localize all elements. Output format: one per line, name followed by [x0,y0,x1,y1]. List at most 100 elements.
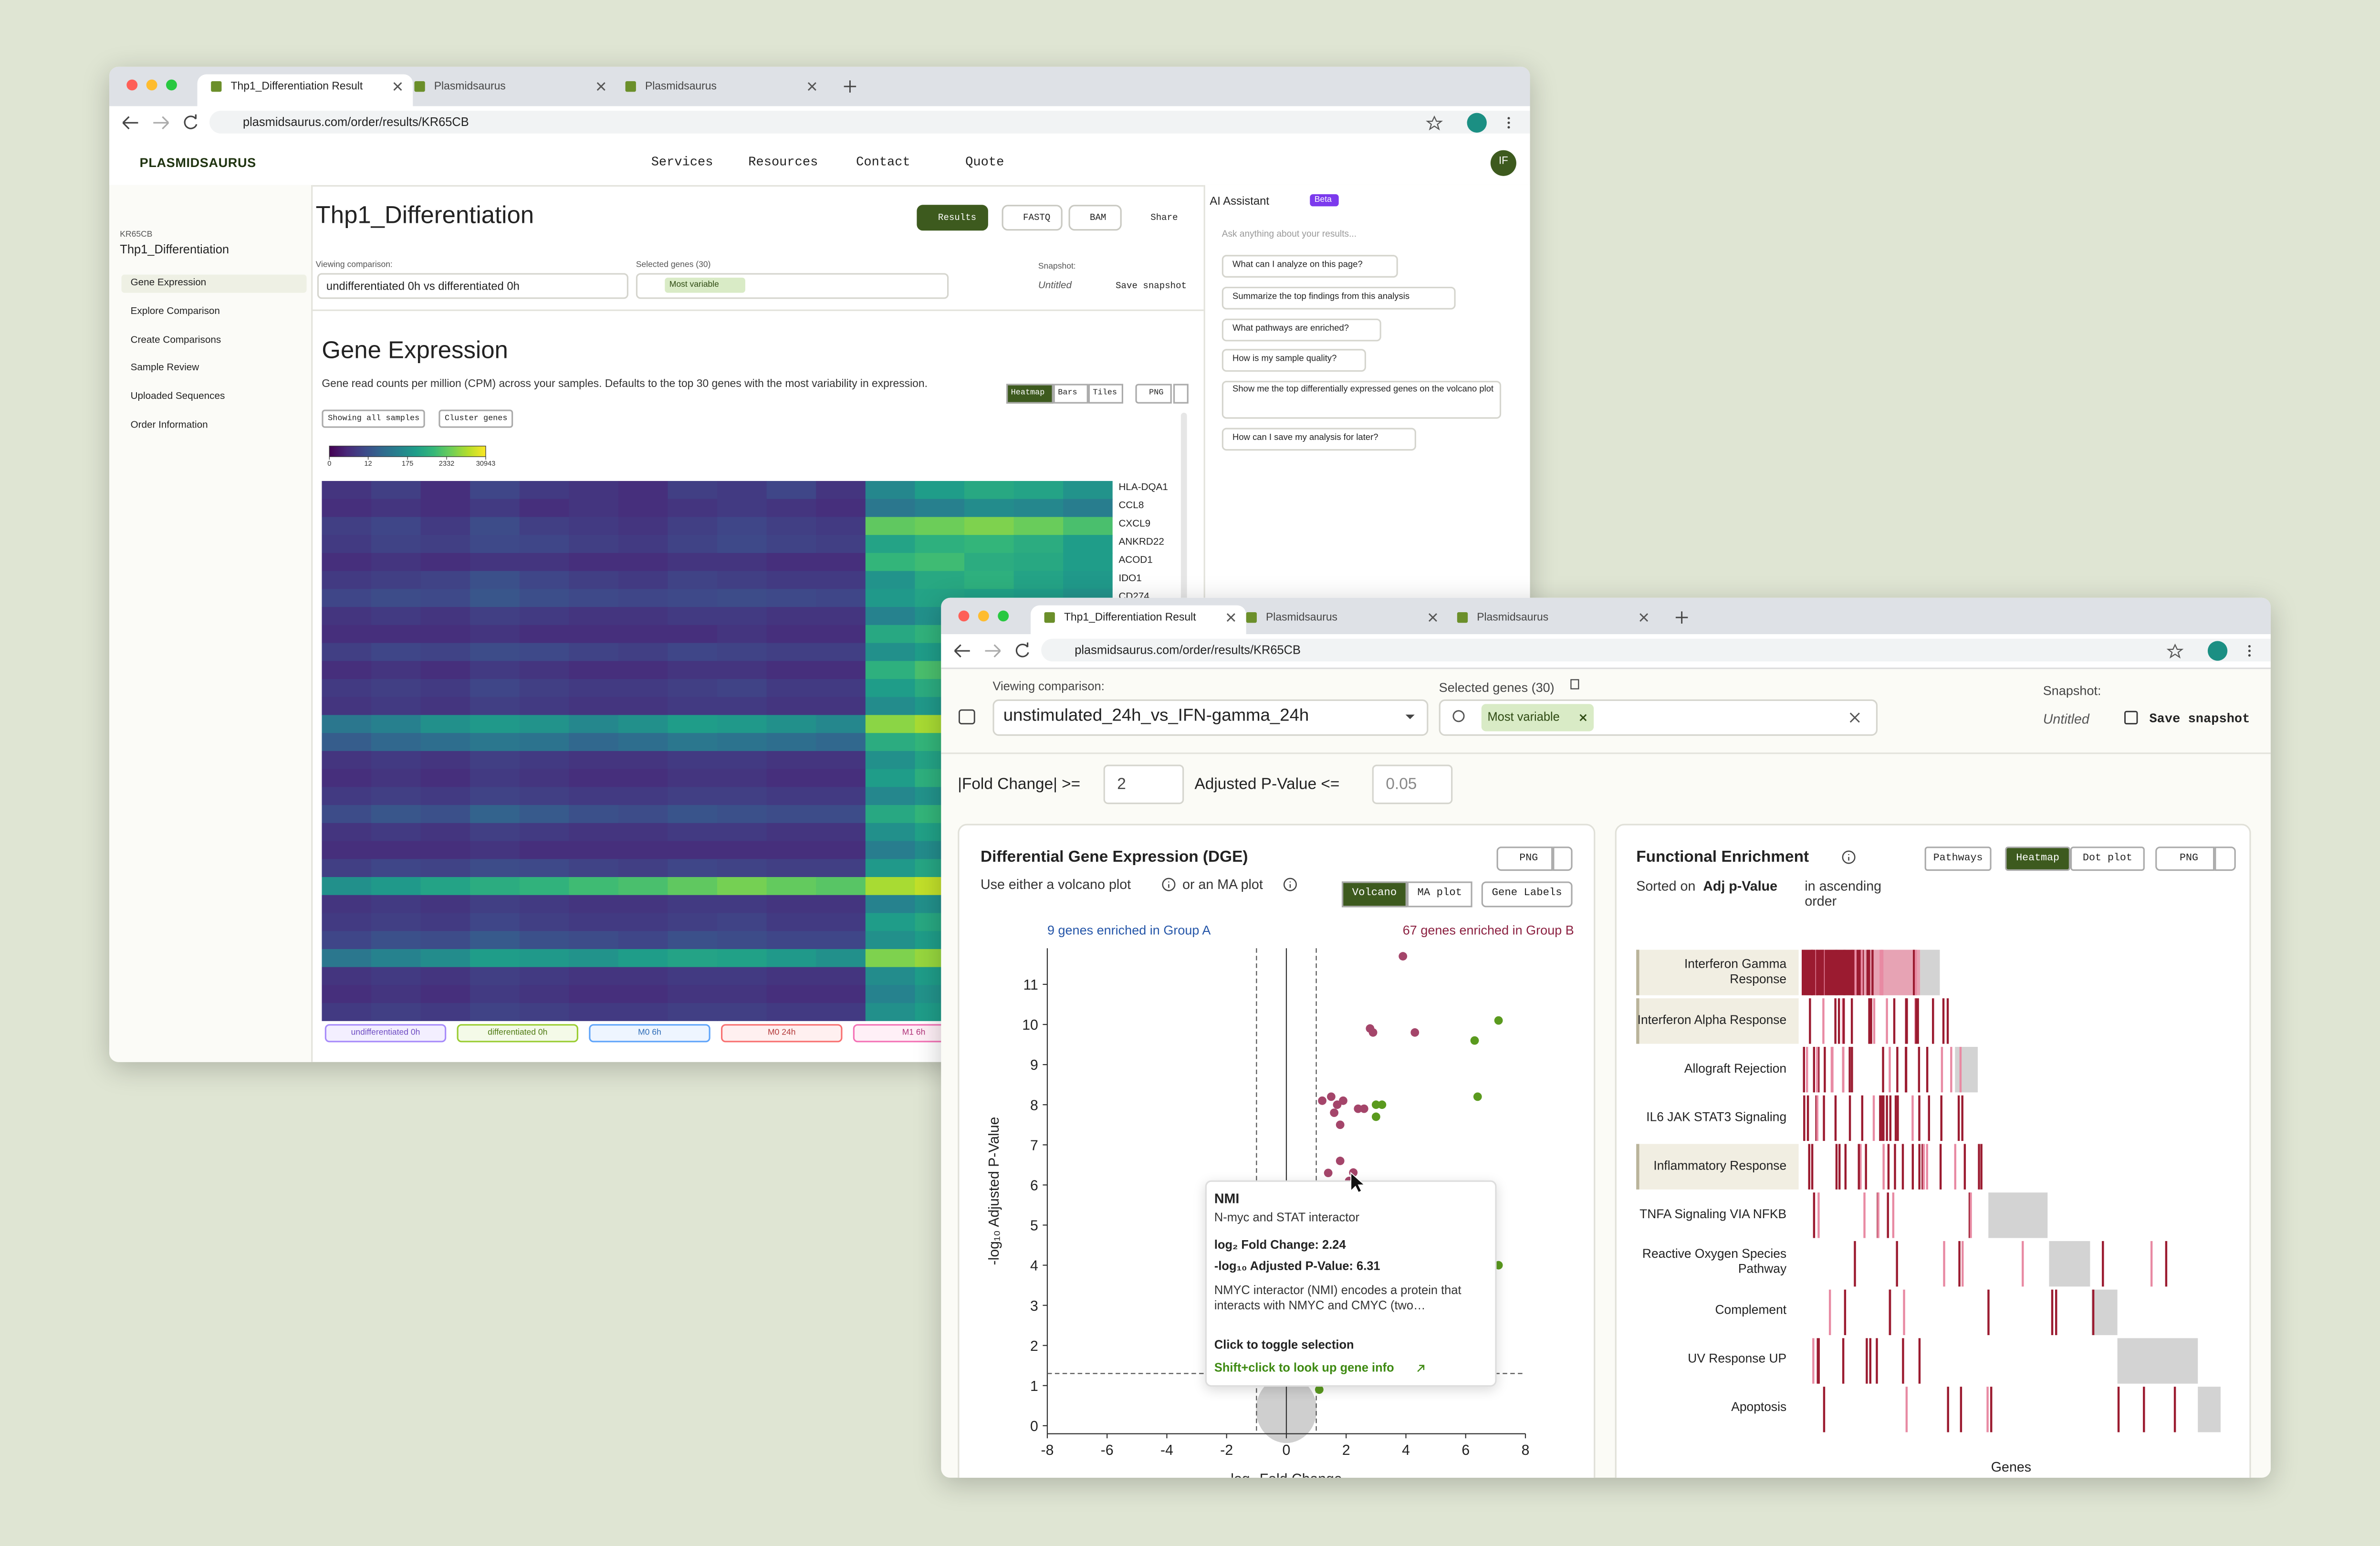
gene-stripe [1803,1095,1806,1141]
project-name: Thp1_Differentiation [120,243,230,257]
gene-label: IDO1 [1118,573,1142,584]
heatmap-cell [569,1003,619,1021]
export-button[interactable] [1496,846,1553,871]
enrichment-x-label: Genes [1991,1459,2032,1474]
pathway-label: Allograft Rejection [1684,1060,1787,1076]
nav-link[interactable]: Services [651,154,713,170]
sidebar-item[interactable]: Explore Comparison [130,306,220,317]
enrichment-dropdown[interactable] [2214,846,2236,871]
view-toggle[interactable] [1006,384,1054,404]
sample-group[interactable] [457,1024,578,1043]
gene-stripe [1879,950,1882,995]
gene-stripe [1939,1144,1942,1190]
data-point [1494,1016,1503,1025]
action-button-label: Share [1150,212,1178,223]
nav-link[interactable]: Contact [856,154,910,170]
heatmap-cell [371,481,421,500]
heatmap-cell [420,697,471,716]
heatmap-cell [470,841,520,860]
gene-search[interactable] [636,273,949,299]
assistant-input[interactable]: Ask anything about your results... [1221,231,1357,240]
action-button[interactable] [1068,205,1122,231]
gene-stripe [1851,950,1854,995]
gene-stripe [1912,950,1915,995]
heatmap-cell [717,481,767,500]
heatmap-cell [371,661,421,679]
sidebar-item[interactable]: Order Information [130,419,208,430]
option-label: Cluster genes [445,414,508,423]
heatmap-cell [717,949,767,968]
sample-group[interactable] [589,1024,710,1043]
view-toggle[interactable] [1053,384,1088,404]
enrichment-toggle[interactable] [2005,846,2071,871]
sidebar-item[interactable]: Uploaded Sequences [130,391,225,402]
sidebar-item[interactable]: Gene Expression [130,278,207,289]
action-button[interactable] [917,205,988,231]
fold-change-input[interactable] [1103,764,1184,804]
gene-labels-button[interactable] [1481,881,1573,908]
gene-stripe [1959,1046,1962,1093]
option-button[interactable] [438,409,513,428]
heatmap-cell [569,535,619,554]
p-value-input[interactable] [1372,764,1453,804]
export-dropdown[interactable] [1553,846,1573,871]
heatmap-cell [371,787,421,806]
view-toggle[interactable] [1088,384,1124,404]
sidebar-item[interactable]: Create Comparisons [130,334,221,345]
heatmap-cell [519,697,570,716]
suggestion[interactable] [1221,318,1381,342]
heatmap-cell [717,931,767,950]
comparison-select[interactable] [992,699,1429,736]
heatmap-cell [865,751,916,770]
sample-group[interactable] [324,1024,447,1043]
save-snapshot[interactable]: Save snapshot [2149,711,2250,727]
plot-toggle[interactable] [1407,881,1472,908]
gene-stripe [1961,1095,1963,1141]
heatmap-cell [569,517,619,536]
plot-toggle[interactable] [1342,881,1407,908]
heatmap-cell [569,895,619,914]
action-button[interactable] [1002,205,1063,231]
gene-stripe [1866,950,1869,995]
y-tick-label: 2 [1030,1338,1038,1354]
gene-stripe [1809,998,1811,1044]
suggestion[interactable] [1221,255,1398,278]
suggestion[interactable] [1221,286,1456,310]
colorbar-tick-label: 30943 [476,460,496,468]
export-button[interactable] [1135,384,1172,404]
y-tick-label: 1 [1030,1379,1038,1394]
data-point [1315,1385,1324,1394]
suggestion[interactable] [1221,381,1502,419]
save-snapshot[interactable]: Save snapshot [1116,281,1187,292]
gene-stripe [1859,1144,1862,1190]
gene-stripe [2117,1387,2120,1432]
export-dropdown[interactable] [1173,384,1189,404]
enrichment-toggle[interactable] [1924,846,1992,871]
gene-block [1988,1192,2048,1238]
heatmap-cell [420,499,471,518]
enrichment-export[interactable] [2155,846,2215,871]
user-avatar-label: IF [1498,157,1508,167]
comparison-select[interactable] [317,273,628,299]
heatmap-cell [519,643,570,662]
heatmap-cell [668,535,718,554]
browser-window-front: Thp1_Differentiation Result Plasmidsaurus… [941,597,2271,1478]
user-avatar[interactable] [1490,150,1516,176]
nav-link[interactable]: Resources [748,154,818,170]
suggestion[interactable] [1221,428,1416,451]
sample-group[interactable] [721,1024,843,1043]
sidebar-item[interactable]: Sample Review [130,363,199,374]
gene-stripe [2055,1289,2057,1336]
new-tab-icon [1675,611,1688,624]
suggestion[interactable] [1221,349,1366,372]
gene-stripe [1986,1387,1989,1432]
menu-dot [1507,121,1510,124]
tooltip-link[interactable]: Shift+click to look up gene info [1214,1361,1394,1375]
nav-link[interactable]: Quote [965,154,1004,170]
url: plasmidsaurus.com/order/results/KR65CB [242,115,469,129]
option-button[interactable] [322,409,425,428]
enrichment-toggle[interactable] [2070,846,2145,871]
heatmap-cell [371,751,421,770]
divider [311,309,1204,311]
gene-block [2049,1241,2090,1287]
